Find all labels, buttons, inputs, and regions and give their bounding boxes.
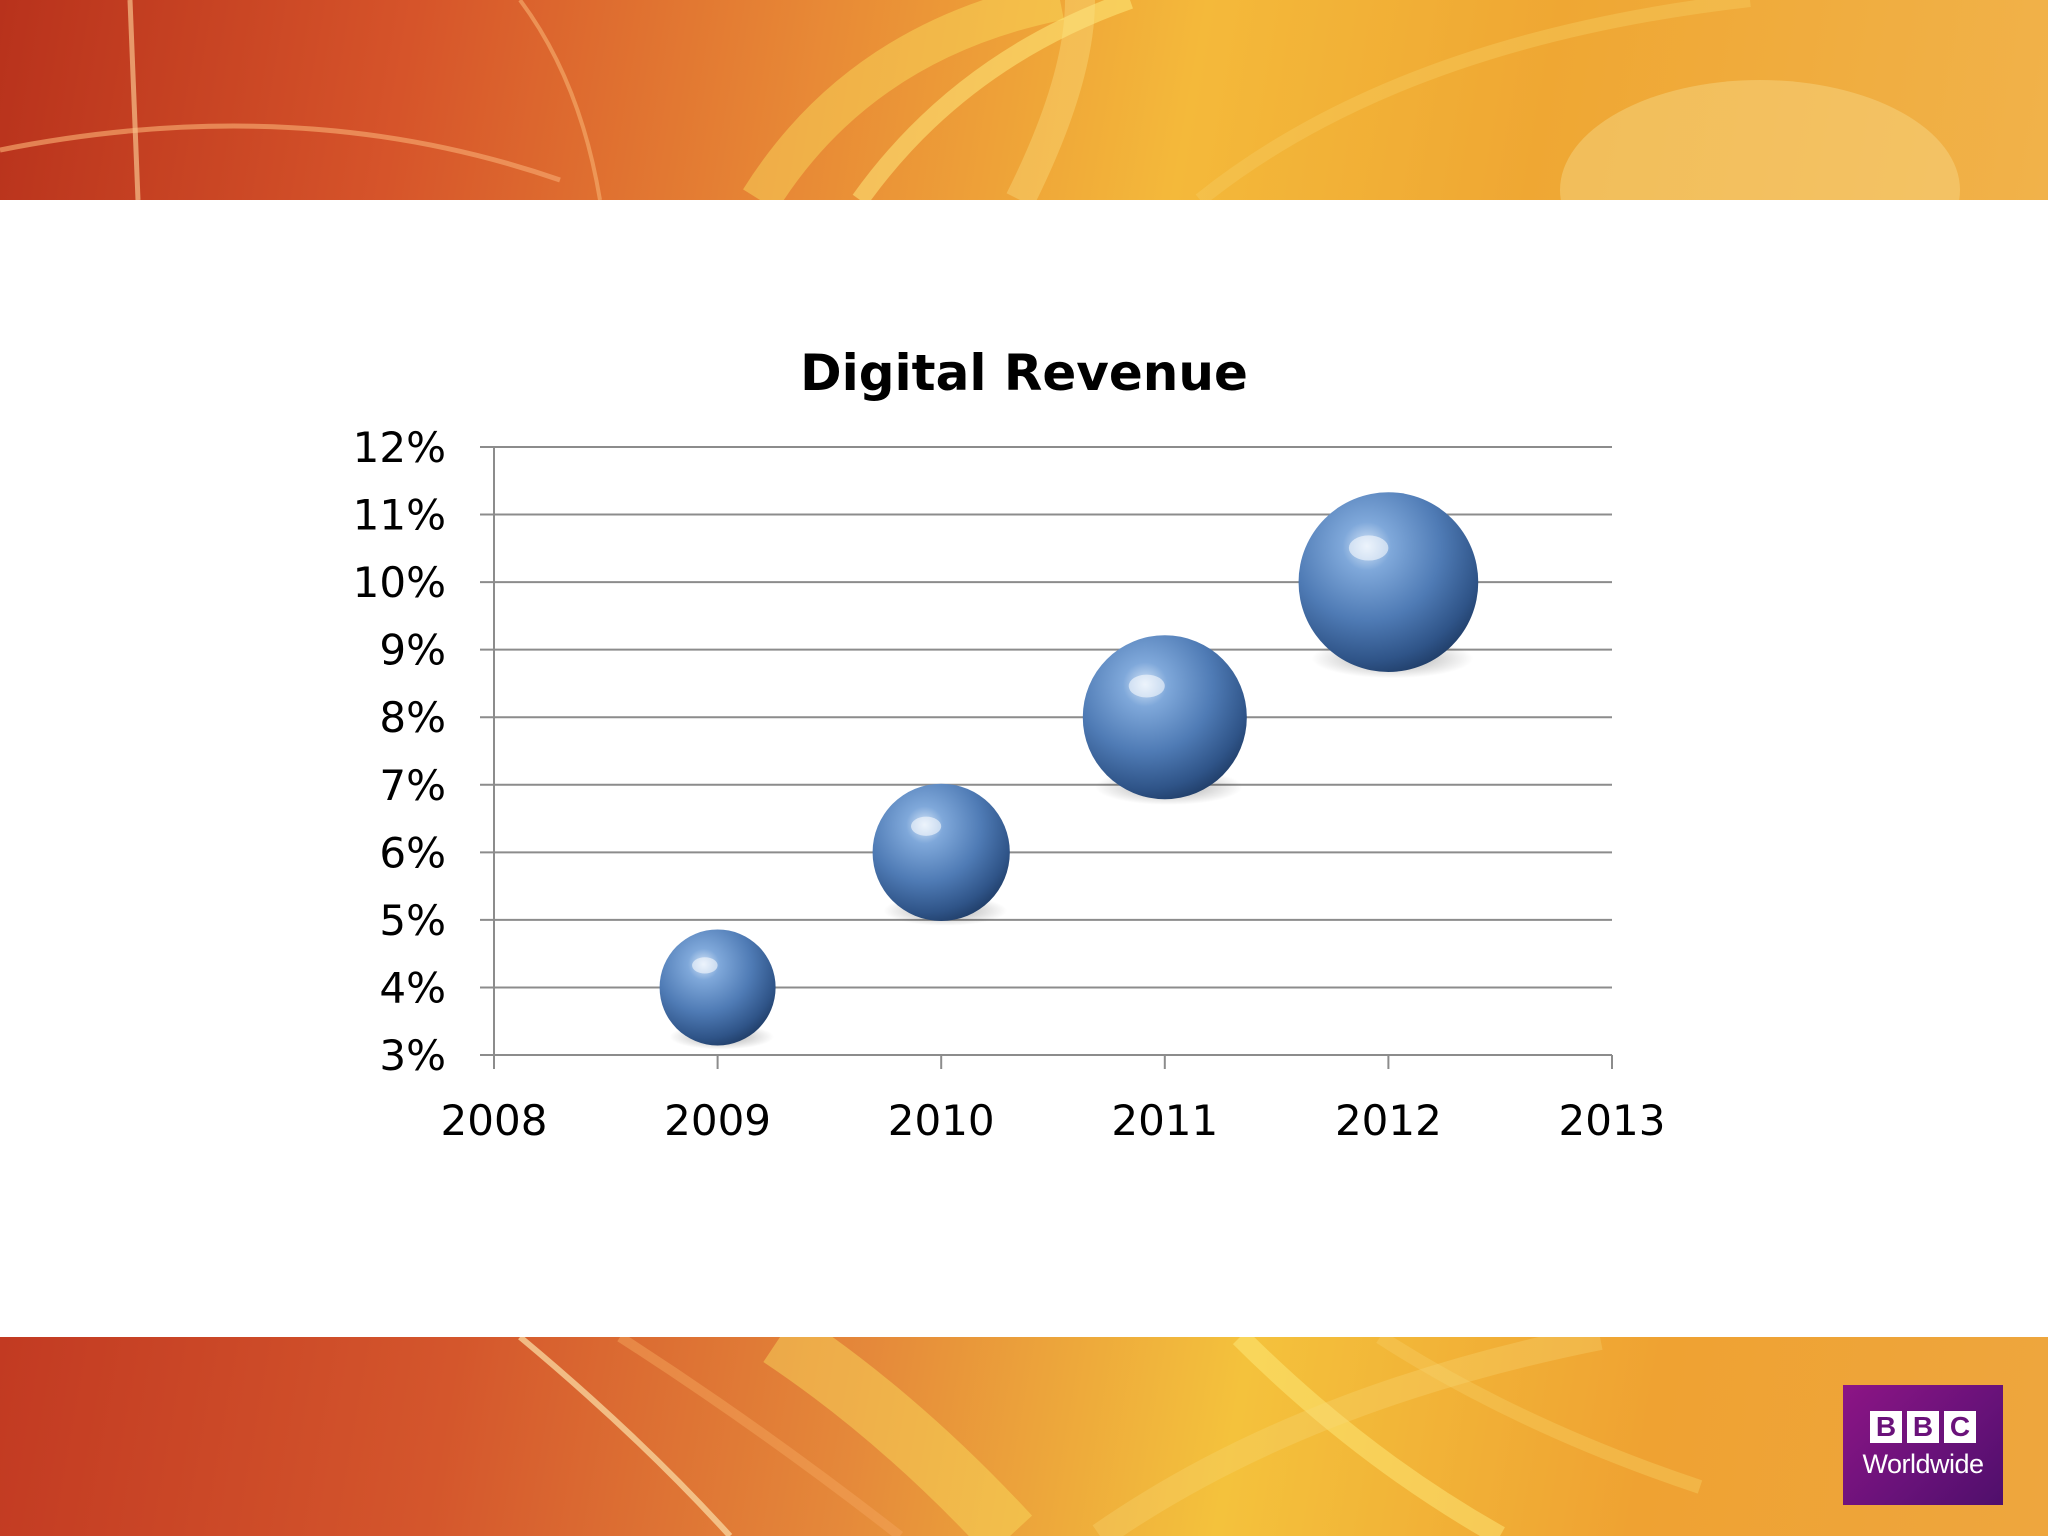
bbc-block: C xyxy=(1944,1410,1976,1443)
y-tick-label: 5% xyxy=(379,896,446,945)
x-tick-label: 2011 xyxy=(1111,1096,1218,1145)
bubble xyxy=(1082,635,1247,805)
chart-title: Digital Revenue xyxy=(800,344,1248,402)
bubble-sphere xyxy=(659,929,776,1046)
x-tick-labels: 2008 2009 2010 2011 2012 2013 xyxy=(441,1096,1666,1145)
bbc-worldwide-logo: B B C Worldwide xyxy=(1843,1385,2003,1505)
y-tick-label: 4% xyxy=(379,963,446,1012)
y-tick-label: 12% xyxy=(353,423,446,472)
y-tick-label: 9% xyxy=(379,626,446,675)
bottom-decorative-band xyxy=(0,1337,2048,1536)
bubble xyxy=(872,783,1010,926)
bubble-sphere xyxy=(872,783,1010,921)
bubble xyxy=(659,929,776,1050)
bubbles xyxy=(659,492,1479,1050)
bubble-sphere xyxy=(1082,635,1247,800)
bbc-block: B xyxy=(1907,1410,1939,1443)
x-tick-label: 2010 xyxy=(888,1096,995,1145)
bottom-band-swooshes xyxy=(518,1337,1703,1536)
top-decorative-band xyxy=(0,0,2048,200)
y-tick-label: 6% xyxy=(379,828,446,877)
bubble-highlight xyxy=(1128,674,1165,698)
top-band-swooshes xyxy=(0,0,1960,200)
chart-area: Digital Revenue 3% 4% 5% 6% 7% 8% 9% 10% 11% 12% … xyxy=(0,200,2048,1337)
bubble-sphere xyxy=(1298,492,1479,672)
x-tick-label: 2013 xyxy=(1559,1096,1666,1145)
axes xyxy=(493,447,1613,1069)
y-tick-label: 3% xyxy=(379,1031,446,1080)
bubble-highlight xyxy=(692,957,718,974)
y-tick-label: 7% xyxy=(379,761,446,810)
x-tick-label: 2008 xyxy=(441,1096,548,1145)
bubble xyxy=(1298,492,1479,679)
x-tick-label: 2012 xyxy=(1335,1096,1442,1145)
y-tick-label: 11% xyxy=(353,491,446,540)
y-tick-labels: 3% 4% 5% 6% 7% 8% 9% 10% 11% 12% xyxy=(353,423,446,1080)
logo-subtitle: Worldwide xyxy=(1862,1448,1984,1479)
bbc-block: B xyxy=(1870,1410,1902,1443)
y-tick-label: 10% xyxy=(353,558,446,607)
bubble-highlight xyxy=(1348,535,1389,561)
x-tick-label: 2009 xyxy=(664,1096,771,1145)
bubble-chart: Digital Revenue 3%4%5%6%7%8%9%10%11%12% … xyxy=(353,344,1666,1145)
bbc-letter-blocks: B B C xyxy=(1870,1410,1976,1443)
y-tick-label: 8% xyxy=(379,693,446,742)
bubble-highlight xyxy=(911,816,942,836)
